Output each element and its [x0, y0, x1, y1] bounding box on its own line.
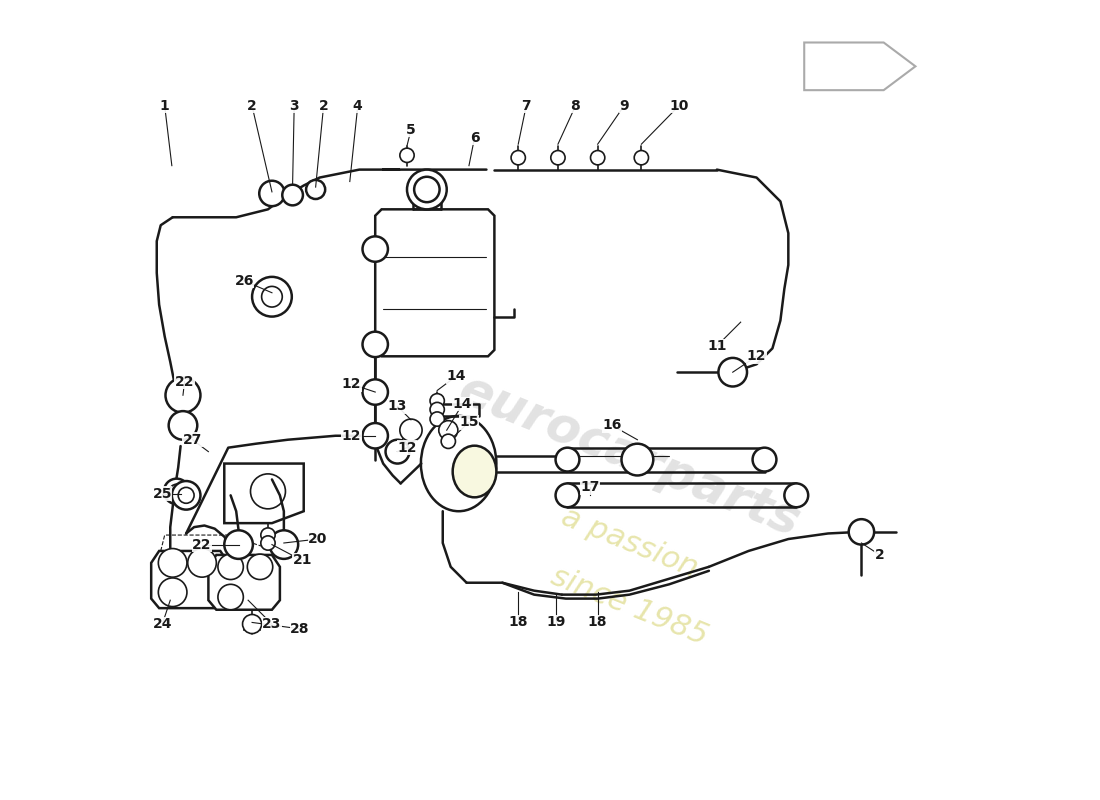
Circle shape: [439, 421, 458, 440]
Circle shape: [224, 530, 253, 559]
Text: 6: 6: [470, 131, 480, 145]
Text: 17: 17: [580, 480, 600, 494]
Circle shape: [261, 528, 275, 542]
Circle shape: [430, 402, 444, 417]
Circle shape: [400, 148, 414, 162]
Text: 23: 23: [262, 617, 282, 631]
Ellipse shape: [453, 446, 496, 498]
Circle shape: [158, 549, 187, 577]
Text: since 1985: since 1985: [547, 562, 712, 651]
Circle shape: [168, 411, 197, 440]
Text: 12: 12: [397, 441, 417, 454]
Circle shape: [400, 419, 422, 442]
Text: 2: 2: [248, 99, 257, 113]
Text: 21: 21: [293, 554, 312, 567]
Bar: [244, 621, 260, 630]
Circle shape: [415, 177, 440, 202]
Circle shape: [283, 185, 302, 206]
Text: 14: 14: [453, 397, 472, 411]
Circle shape: [252, 277, 292, 317]
Circle shape: [718, 358, 747, 386]
Text: 2: 2: [874, 548, 884, 562]
Circle shape: [635, 150, 649, 165]
Text: 22: 22: [175, 374, 195, 389]
Circle shape: [849, 519, 875, 545]
Circle shape: [262, 286, 283, 307]
Polygon shape: [208, 555, 279, 610]
Circle shape: [621, 444, 653, 475]
Text: 25: 25: [153, 486, 172, 501]
Circle shape: [251, 474, 286, 509]
Circle shape: [172, 481, 200, 510]
Text: 7: 7: [521, 99, 531, 113]
Circle shape: [363, 423, 388, 449]
Text: 16: 16: [603, 418, 622, 433]
Text: a passion: a passion: [557, 502, 702, 583]
Text: 8: 8: [571, 99, 581, 113]
Text: 28: 28: [290, 622, 309, 636]
Ellipse shape: [556, 448, 580, 471]
Text: 19: 19: [547, 615, 567, 630]
Circle shape: [178, 487, 194, 503]
Circle shape: [363, 379, 388, 405]
Circle shape: [188, 549, 217, 577]
Circle shape: [242, 614, 262, 634]
Circle shape: [218, 554, 243, 579]
Circle shape: [218, 584, 243, 610]
Circle shape: [248, 554, 273, 579]
Text: 22: 22: [192, 538, 212, 551]
Ellipse shape: [752, 448, 777, 471]
Circle shape: [407, 170, 447, 210]
Circle shape: [441, 434, 455, 449]
Ellipse shape: [784, 483, 808, 507]
Text: 26: 26: [234, 274, 254, 288]
Circle shape: [158, 578, 187, 606]
Text: 18: 18: [508, 615, 528, 630]
Text: 11: 11: [707, 339, 727, 353]
Circle shape: [260, 181, 285, 206]
Text: 5: 5: [406, 123, 416, 137]
Text: 12: 12: [342, 429, 361, 442]
Circle shape: [363, 332, 388, 357]
Circle shape: [165, 378, 200, 413]
Circle shape: [386, 440, 409, 463]
Text: 10: 10: [669, 99, 689, 113]
Text: 3: 3: [289, 99, 299, 113]
Text: 20: 20: [308, 532, 328, 546]
Ellipse shape: [556, 483, 580, 507]
Polygon shape: [151, 551, 229, 608]
Text: 14: 14: [447, 369, 466, 383]
Text: 12: 12: [342, 377, 361, 391]
Circle shape: [591, 150, 605, 165]
Text: 12: 12: [747, 350, 767, 363]
Circle shape: [169, 484, 184, 498]
Text: 9: 9: [619, 99, 629, 113]
Text: 27: 27: [183, 433, 202, 446]
Polygon shape: [224, 463, 304, 523]
Circle shape: [164, 478, 189, 504]
Circle shape: [270, 530, 298, 559]
Circle shape: [512, 150, 526, 165]
Text: 18: 18: [587, 615, 607, 630]
Circle shape: [261, 536, 275, 550]
Text: 1: 1: [160, 99, 169, 113]
Text: eurocarparts: eurocarparts: [452, 365, 807, 546]
Circle shape: [363, 236, 388, 262]
Circle shape: [306, 180, 326, 199]
Text: 2: 2: [319, 99, 329, 113]
Circle shape: [430, 412, 444, 426]
Ellipse shape: [421, 416, 496, 511]
Text: 24: 24: [153, 617, 172, 631]
Circle shape: [430, 394, 444, 408]
Text: 13: 13: [388, 399, 407, 414]
Polygon shape: [375, 210, 494, 356]
Circle shape: [551, 150, 565, 165]
Text: 4: 4: [353, 99, 363, 113]
Text: 15: 15: [459, 415, 478, 430]
